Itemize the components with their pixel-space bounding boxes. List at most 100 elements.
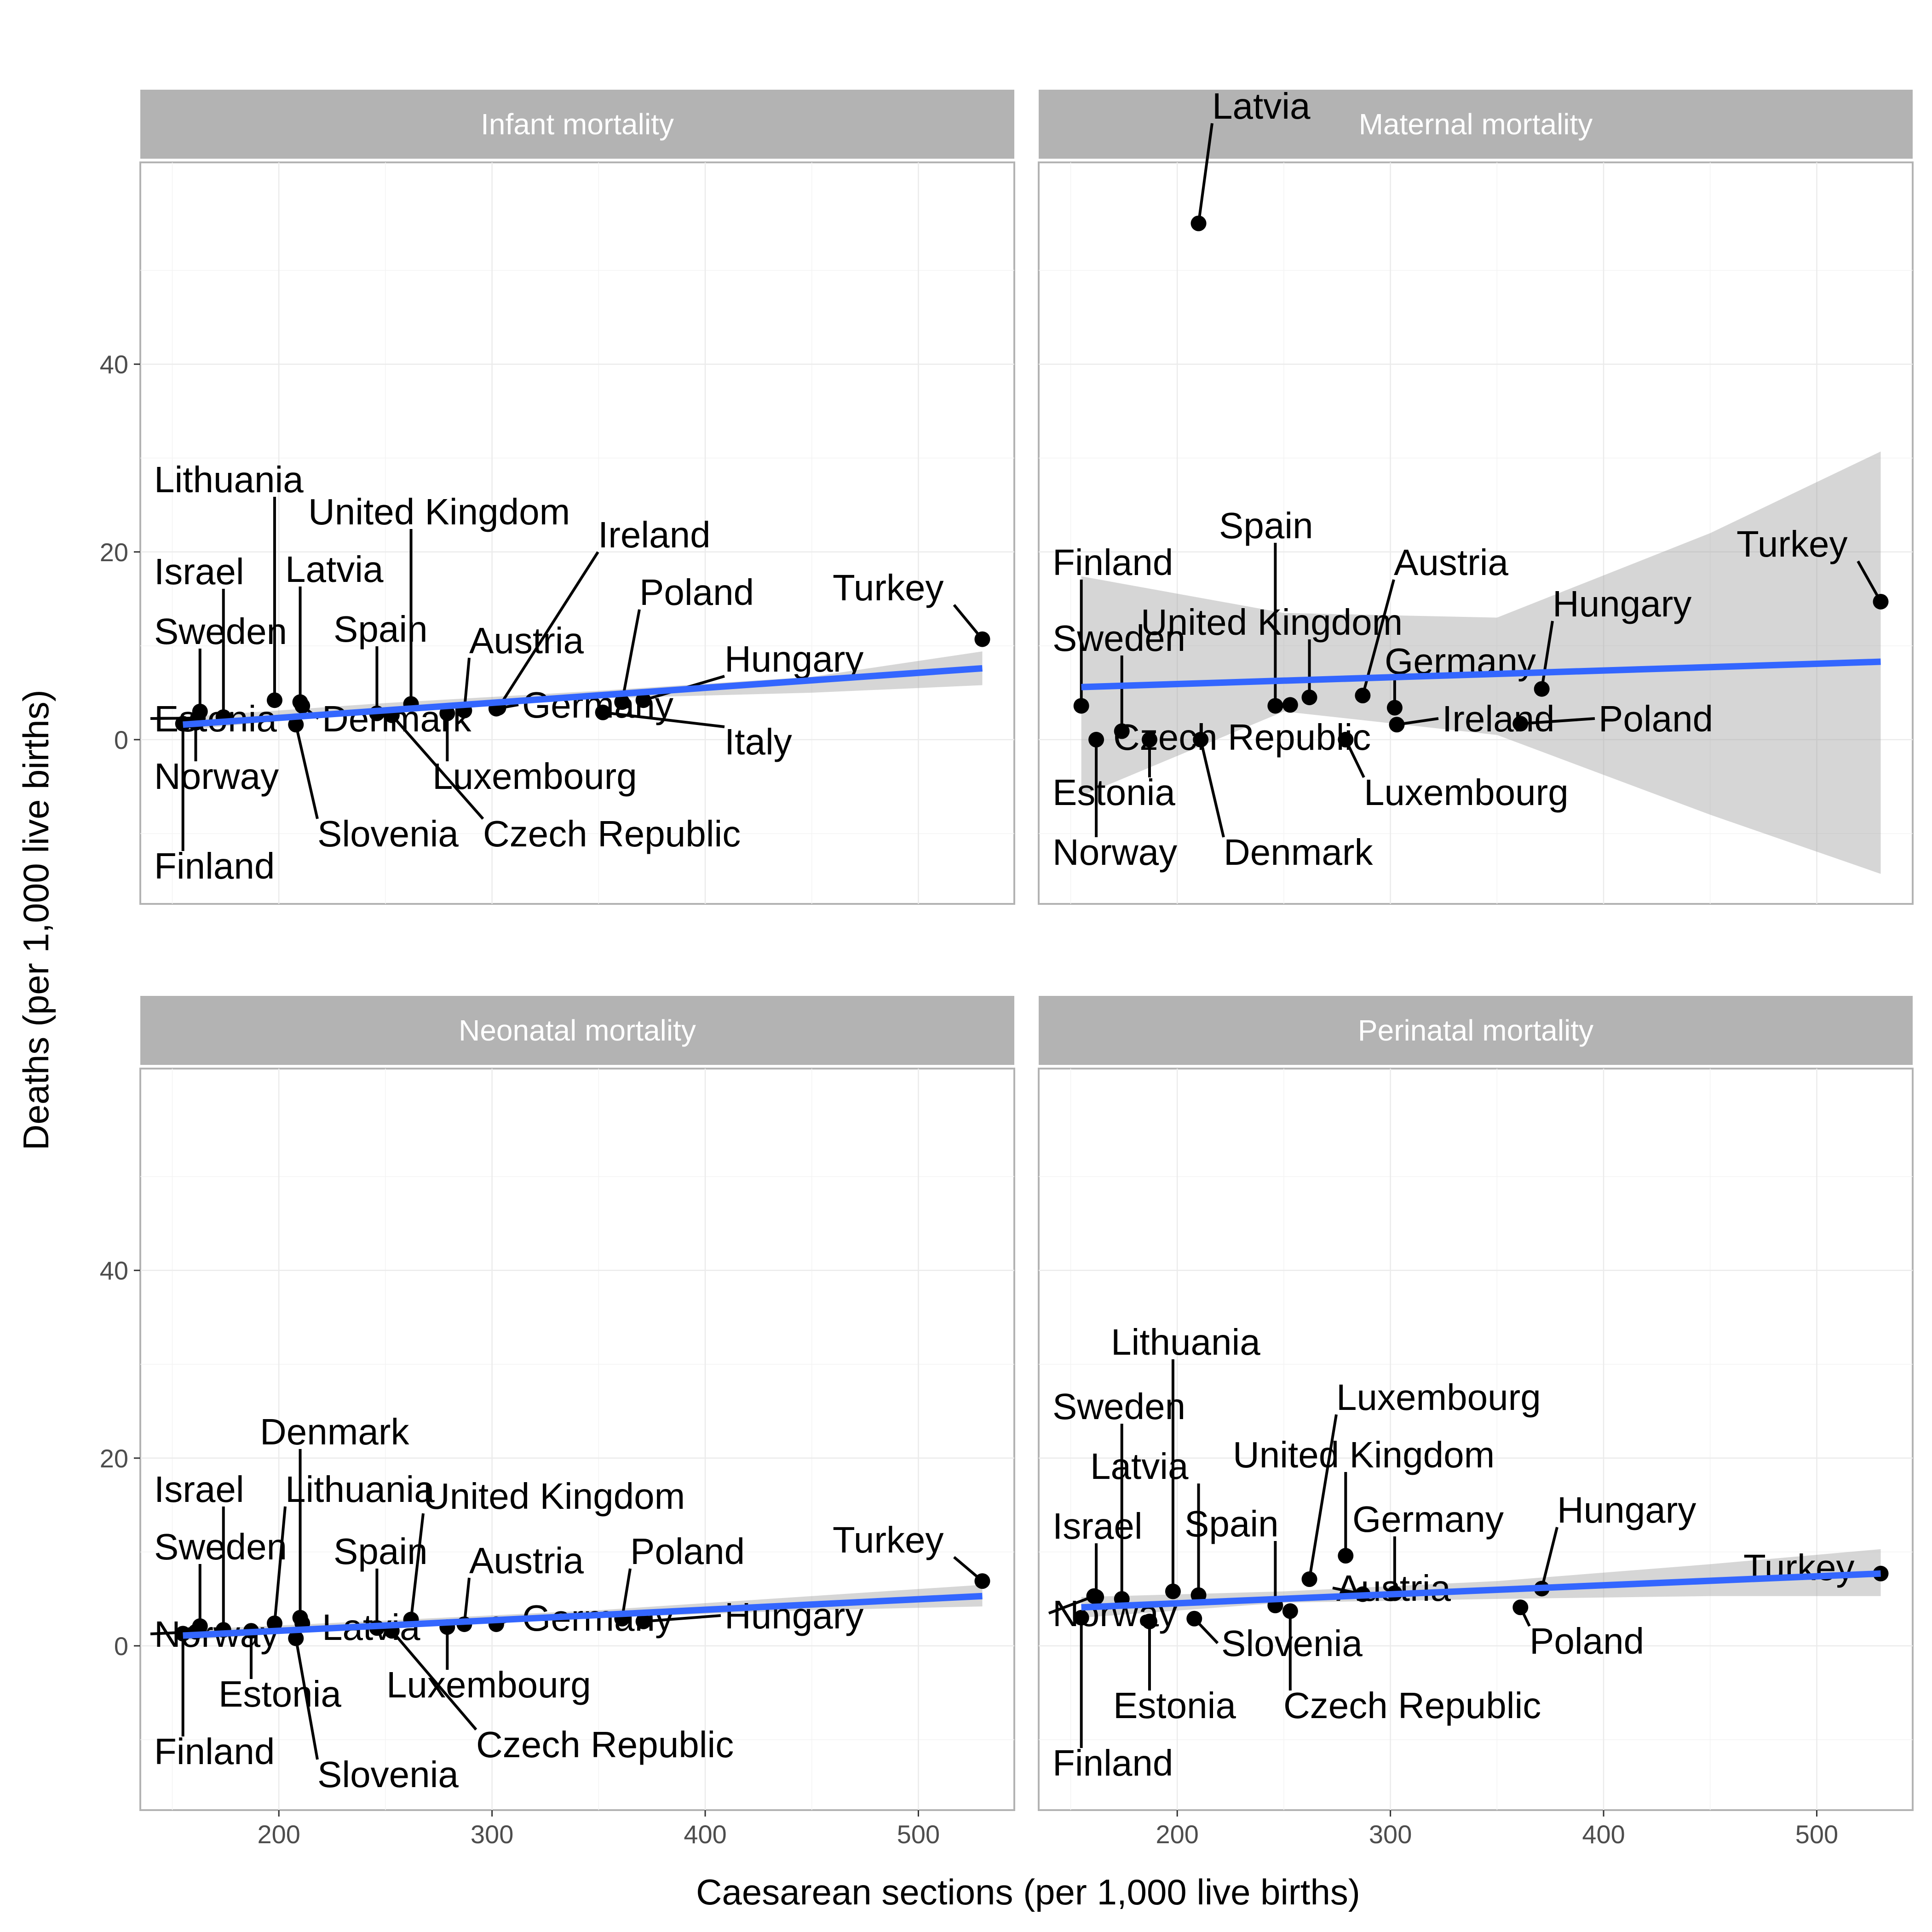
panel-background — [1038, 161, 1914, 905]
panel-background — [139, 1068, 1015, 1811]
point-label: Israel — [154, 551, 244, 592]
point-label: Italy — [724, 721, 792, 762]
point-label: Czech Republic — [483, 813, 741, 854]
facet-title: Infant mortality — [481, 108, 674, 141]
label-leader-line — [621, 609, 641, 702]
data-point — [1141, 1613, 1157, 1629]
point-label: Austria — [469, 1540, 584, 1581]
facet-title: Neonatal mortality — [459, 1014, 696, 1047]
point-label: Turkey — [833, 1519, 944, 1560]
y-axis-title: Deaths (per 1,000 live births) — [16, 690, 56, 1150]
label-leader-line — [603, 711, 725, 728]
y-tick-label: 0 — [114, 1632, 128, 1661]
point-label: Hungary — [724, 638, 863, 679]
point-label: Luxembourg — [432, 756, 637, 797]
point-label: Lithuania — [154, 459, 304, 500]
facet-title: Maternal mortality — [1359, 108, 1593, 141]
point-label: Czech Republic — [476, 1724, 734, 1765]
data-point — [595, 704, 611, 720]
point-label: Spain — [334, 1531, 428, 1572]
point-label: Ireland — [598, 514, 711, 555]
label-leader-line — [1540, 621, 1554, 690]
point-label: Spain — [1184, 1503, 1279, 1544]
point-label: United Kingdom — [1141, 602, 1403, 643]
point-label: Estonia — [1052, 772, 1175, 813]
data-point — [974, 1573, 990, 1589]
point-label: Poland — [1598, 698, 1713, 739]
point-label: United Kingdom — [1233, 1434, 1495, 1475]
label-leader-line — [1540, 1527, 1558, 1589]
data-point — [1114, 723, 1130, 739]
point-label: Israel — [154, 1469, 244, 1510]
y-tick-label: 40 — [100, 1256, 128, 1285]
point-label: Spain — [334, 609, 428, 650]
label-leader-line — [1199, 739, 1225, 838]
point-label: United Kingdom — [423, 1476, 685, 1517]
data-point — [1267, 698, 1283, 714]
data-point — [1088, 731, 1104, 748]
point-label: Hungary — [1557, 1489, 1696, 1530]
label-leader-line — [621, 1568, 632, 1619]
point-label: Luxembourg — [1336, 1377, 1541, 1418]
label-leader-line — [643, 1614, 721, 1623]
label-leader-line — [273, 1506, 287, 1624]
data-point — [1088, 1589, 1104, 1605]
panel-background — [1038, 1068, 1914, 1811]
data-point — [266, 1615, 282, 1631]
point-label: Hungary — [1552, 583, 1691, 624]
point-label: Latvia — [1212, 86, 1311, 126]
point-label: Turkey — [833, 567, 944, 608]
label-leader-line — [1197, 123, 1213, 224]
label-leader-line — [294, 724, 319, 819]
y-tick-label: 20 — [100, 538, 128, 567]
point-label: Poland — [630, 1531, 745, 1572]
point-label: Luxembourg — [1364, 772, 1569, 813]
point-label: Estonia — [218, 1673, 341, 1714]
point-label: Spain — [1219, 505, 1313, 546]
data-point — [1141, 731, 1157, 748]
data-point — [1512, 1599, 1529, 1616]
point-label: United Kingdom — [308, 491, 570, 532]
point-label: Austria — [1394, 542, 1508, 583]
point-label: Turkey — [1736, 523, 1848, 564]
data-point — [288, 1630, 304, 1646]
data-point — [1282, 697, 1298, 713]
x-tick-label: 200 — [258, 1820, 300, 1849]
regression-line — [1081, 658, 1881, 690]
facet-strip — [140, 90, 1014, 159]
data-point — [635, 692, 651, 708]
x-tick-label: 300 — [1369, 1820, 1412, 1849]
point-label: Poland — [1530, 1621, 1644, 1662]
point-label: Ireland — [1442, 698, 1555, 739]
point-label: Latvia — [1090, 1446, 1189, 1487]
data-point — [1073, 1610, 1089, 1626]
data-point — [1338, 731, 1354, 748]
x-axis-title: Caesarean sections (per 1,000 live birth… — [696, 1872, 1360, 1912]
point-label: Norway — [154, 756, 279, 797]
data-point — [288, 717, 304, 733]
point-label: Lithuania — [285, 1469, 435, 1510]
facet-panel: Infant mortalityFinlandNorwayEstoniaSwed… — [100, 90, 1015, 905]
regression-line — [183, 665, 983, 728]
point-label: Denmark — [1224, 832, 1374, 873]
panel-background — [139, 161, 1015, 905]
point-label: Poland — [639, 572, 754, 613]
point-label: Denmark — [260, 1411, 410, 1452]
x-tick-label: 400 — [1582, 1820, 1625, 1849]
point-label: Czech Republic — [1283, 1685, 1541, 1726]
data-point — [1186, 1610, 1202, 1627]
data-point — [192, 1618, 208, 1634]
data-point — [1873, 593, 1889, 610]
data-point — [1355, 688, 1371, 704]
data-point — [1389, 717, 1405, 733]
data-point — [294, 698, 310, 714]
point-label: Austria — [469, 620, 584, 661]
point-label: Finland — [154, 1731, 275, 1772]
point-label: Sweden — [154, 611, 287, 652]
x-tick-label: 500 — [897, 1820, 940, 1849]
y-tick-label: 20 — [100, 1444, 128, 1473]
point-label: Latvia — [285, 549, 384, 590]
y-tick-label: 40 — [100, 350, 128, 379]
label-leader-line — [294, 1638, 319, 1760]
